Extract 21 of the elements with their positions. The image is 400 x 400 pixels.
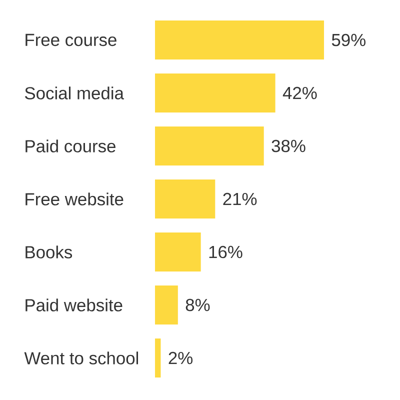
data-label: 8%: [186, 298, 210, 312]
y-tick-label: Paid website: [26, 298, 122, 312]
y-tick-label: Free website: [26, 192, 124, 206]
y-tick-label: Free course: [26, 34, 116, 46]
bar: [155, 74, 276, 113]
data-label: 21%: [223, 192, 257, 206]
data-label: 42%: [282, 86, 317, 100]
data-label: 59%: [332, 34, 366, 46]
bar: [155, 126, 264, 166]
y-tick-label: Books: [26, 246, 72, 258]
data-label: 38%: [272, 140, 306, 152]
data-label: 16%: [209, 246, 242, 258]
bar: [155, 286, 178, 325]
y-tick-label: Social media: [24, 86, 124, 100]
y-tick-label: Went to school: [24, 352, 138, 364]
data-label: 2%: [168, 352, 193, 364]
y-tick-label: Paid course: [26, 140, 116, 152]
bar: [155, 232, 201, 272]
bar: [155, 338, 161, 378]
bar: [155, 20, 324, 60]
bar: [155, 180, 216, 219]
